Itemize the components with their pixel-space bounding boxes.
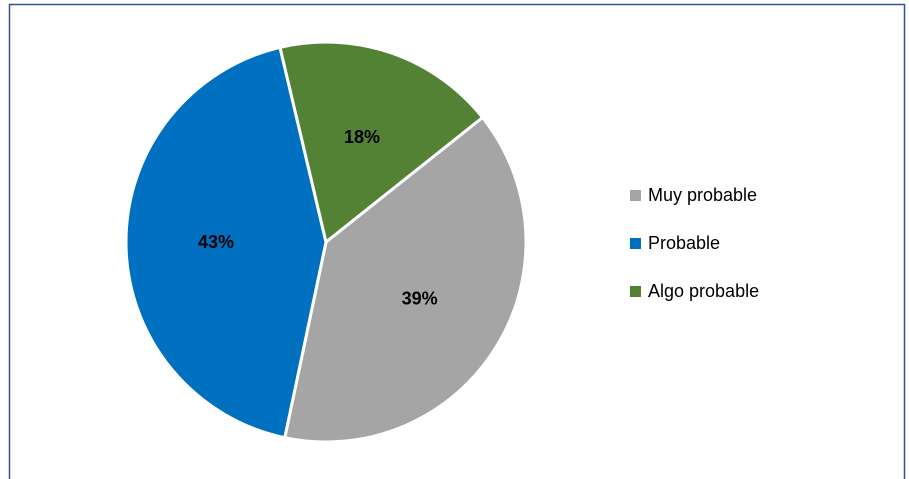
pie-slice [282,115,528,444]
pie-slice [124,45,328,440]
legend-swatch [630,238,641,249]
data-label: 39% [402,289,438,309]
legend-swatch [630,286,641,297]
chart-frame [8,3,906,479]
legend-label: Probable [648,233,720,253]
legend-label: Algo probable [648,281,759,301]
legend-swatch [630,190,641,201]
pie-slice [278,40,485,245]
legend-label: Muy probable [648,185,757,205]
data-label: 18% [344,127,380,147]
data-label: 43% [198,232,234,252]
